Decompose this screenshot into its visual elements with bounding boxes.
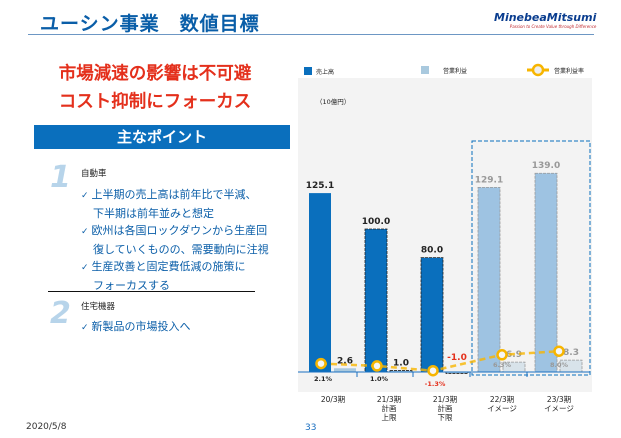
section-category-2: 住宅機器 [81, 302, 116, 312]
sales-value-label: 80.0 [421, 246, 443, 256]
points-title: 主なポイント [34, 125, 290, 149]
rate-point [553, 345, 565, 357]
rate-value-label: 1.0% [370, 375, 389, 383]
section-number-1: 1 [50, 160, 71, 195]
point-item-cont: 復していくものの、需要動向に注視 [93, 243, 269, 256]
section-divider [48, 291, 255, 292]
profit-bar [334, 368, 356, 372]
category-label: 上限 [382, 413, 397, 422]
legend-swatch-profit [421, 66, 429, 74]
profit-value-label: -1.0 [447, 353, 467, 363]
category-label: 計画 [382, 403, 397, 413]
rate-point [427, 364, 439, 377]
unit-label: （10億円） [316, 97, 350, 106]
point-item: ✓ 新製品の市場投入へ [81, 320, 191, 333]
sales-bar [477, 186, 501, 373]
category-label: 21/3期 [377, 395, 401, 404]
headline-2: コスト抑制にフォーカス [58, 92, 252, 112]
category-label: 21/3期 [433, 395, 457, 404]
rate-value-label: 8.0% [550, 361, 569, 369]
page-number: 33 [305, 423, 317, 433]
profit-value-label: 1.0 [393, 359, 409, 369]
sales-value-label: 100.0 [362, 217, 390, 227]
legend-label-rate: 営業利益率 [554, 67, 584, 75]
point-item-cont: 下半期は前年並みと想定 [93, 207, 214, 220]
rate-value-label: 2.1% [314, 375, 333, 383]
category-label: 23/3期 [547, 395, 571, 404]
rate-point [315, 357, 327, 370]
sales-bar [420, 257, 444, 373]
logo-tagline: Passion to Create Value through Differen… [509, 24, 597, 29]
category-label: イメージ [487, 404, 517, 413]
sales-bar [309, 193, 331, 372]
point-item: ✓ 上半期の売上高は前年比で半減、 [81, 188, 257, 201]
title-divider [28, 34, 594, 35]
category-label: 22/3期 [490, 395, 514, 404]
section-2-points: ✓ 新製品の市場投入へ [81, 318, 191, 337]
category-label: 計画 [438, 403, 453, 413]
section-category-1: 自動車 [81, 169, 107, 179]
rate-point [496, 349, 508, 361]
sales-value-label: 125.1 [306, 181, 334, 191]
profit-value-label: 2.6 [337, 356, 353, 366]
logo-name: MinebeaMitsumi [494, 11, 597, 24]
sales-bar [364, 228, 388, 373]
rate-point [371, 360, 383, 372]
profit-value-label: 8.3 [563, 348, 579, 358]
estimate-box [471, 140, 591, 376]
legend-label-profit: 営業利益 [443, 67, 467, 75]
point-item-cont: フォーカスする [93, 279, 170, 292]
footer-date: 2020/5/8 [26, 422, 67, 432]
section-1-points: ✓ 上半期の売上高は前年比で半減、 下半期は前年並みと想定 ✓ 欧州は各国ロックダウ… [81, 186, 269, 294]
section-number-2: 2 [50, 296, 71, 331]
legend-marker-rate [531, 63, 545, 77]
page-title: ユーシン事業 数値目標 [40, 13, 260, 35]
rate-value-label: 6.3% [493, 361, 512, 369]
point-item: ✓ 欧州は各国ロックダウンから生産回 [81, 224, 268, 237]
sales-value-label: 129.1 [475, 175, 503, 185]
point-item: ✓ 生産改善と固定費低減の施策に [81, 260, 246, 273]
rate-value-label: -1.3% [425, 380, 446, 388]
sales-bar [534, 172, 558, 373]
legend-swatch-sales [304, 67, 312, 75]
category-label: 20/3期 [321, 395, 345, 404]
headline-1: 市場減速の影響は不可避 [58, 64, 252, 84]
company-logo: MinebeaMitsumi Passion to Create Value t… [494, 11, 596, 29]
category-label: 下限 [438, 413, 453, 422]
category-label: イメージ [544, 404, 574, 413]
sales-value-label: 139.0 [532, 161, 560, 171]
legend-label-sales: 売上高 [316, 68, 334, 76]
